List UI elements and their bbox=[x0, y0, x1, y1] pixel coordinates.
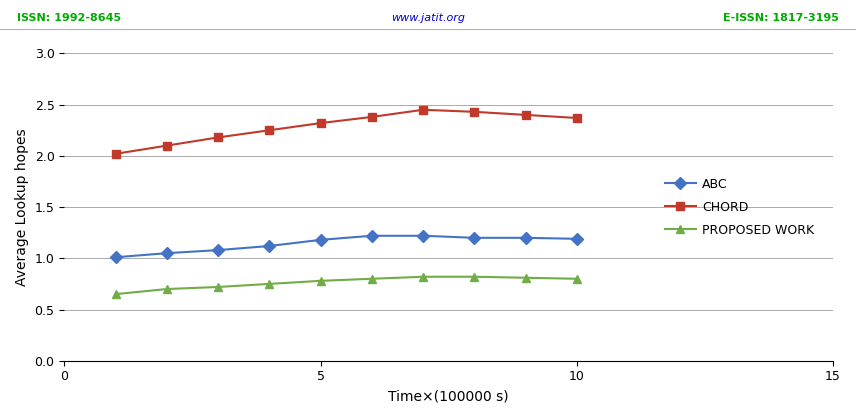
CHORD bbox=[265, 128, 275, 133]
CHORD bbox=[520, 112, 531, 117]
PROPOSED WORK bbox=[213, 285, 223, 290]
ABC bbox=[366, 233, 377, 238]
Line: PROPOSED WORK: PROPOSED WORK bbox=[111, 273, 581, 298]
ABC bbox=[520, 235, 531, 240]
CHORD bbox=[366, 115, 377, 120]
CHORD bbox=[418, 107, 428, 112]
ABC bbox=[418, 233, 428, 238]
Line: CHORD: CHORD bbox=[111, 106, 581, 158]
PROPOSED WORK bbox=[469, 274, 479, 279]
Text: www.jatit.org: www.jatit.org bbox=[391, 13, 465, 23]
PROPOSED WORK bbox=[418, 274, 428, 279]
ABC bbox=[265, 244, 275, 249]
Legend: ABC, CHORD, PROPOSED WORK: ABC, CHORD, PROPOSED WORK bbox=[652, 165, 827, 249]
PROPOSED WORK bbox=[110, 292, 121, 297]
ABC bbox=[162, 251, 172, 256]
ABC bbox=[110, 255, 121, 260]
Line: ABC: ABC bbox=[111, 232, 581, 261]
ABC bbox=[315, 237, 325, 242]
Y-axis label: Average Lookup hopes: Average Lookup hopes bbox=[15, 128, 29, 286]
X-axis label: Time×(100000 s): Time×(100000 s) bbox=[389, 389, 509, 403]
ABC bbox=[572, 236, 582, 241]
PROPOSED WORK bbox=[162, 286, 172, 291]
PROPOSED WORK bbox=[572, 276, 582, 281]
ABC bbox=[469, 235, 479, 240]
PROPOSED WORK bbox=[366, 276, 377, 281]
Text: ISSN: 1992-8645: ISSN: 1992-8645 bbox=[17, 13, 122, 23]
PROPOSED WORK bbox=[520, 275, 531, 280]
ABC bbox=[213, 247, 223, 252]
PROPOSED WORK bbox=[265, 281, 275, 286]
CHORD bbox=[315, 120, 325, 125]
Text: E-ISSN: 1817-3195: E-ISSN: 1817-3195 bbox=[723, 13, 839, 23]
CHORD bbox=[162, 143, 172, 148]
CHORD bbox=[213, 135, 223, 140]
PROPOSED WORK bbox=[315, 278, 325, 283]
CHORD bbox=[572, 115, 582, 120]
CHORD bbox=[110, 151, 121, 156]
CHORD bbox=[469, 110, 479, 115]
